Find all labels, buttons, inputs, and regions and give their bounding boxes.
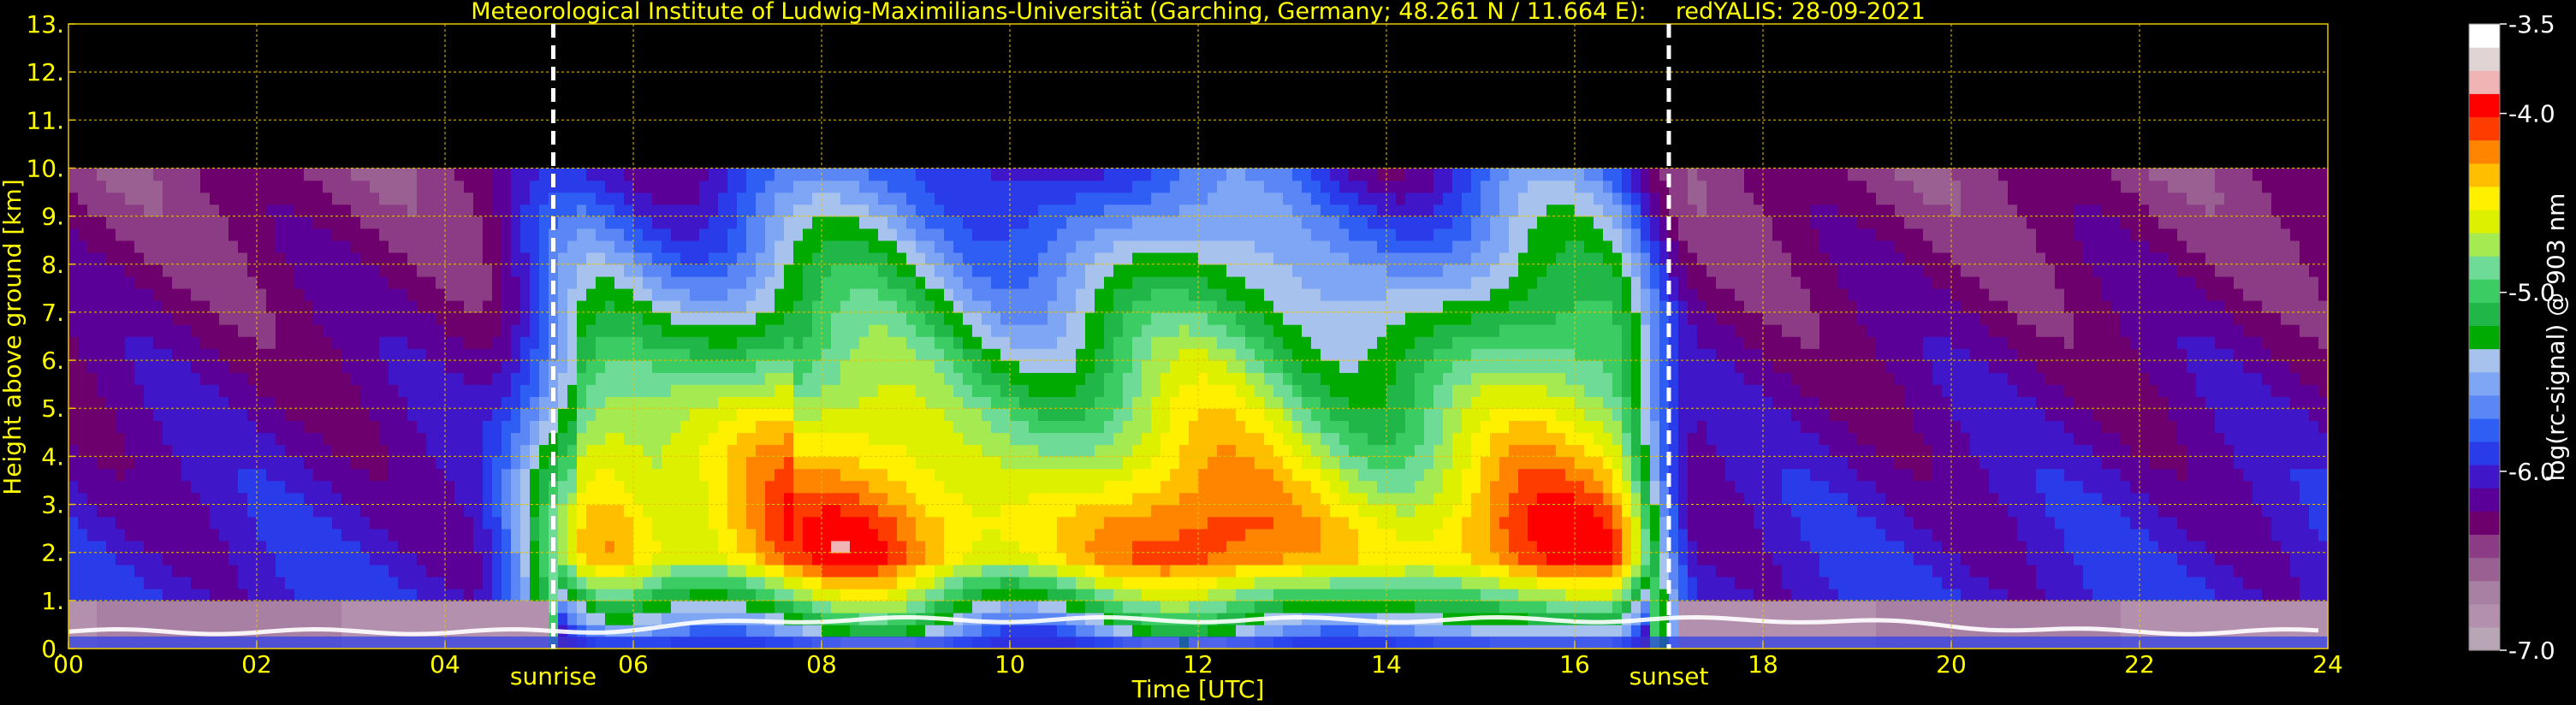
colorbar-frame [2468, 23, 2501, 651]
colorbar-segment [2469, 209, 2500, 234]
colorbar-label: log(rc-signal) @ 903 nm [2542, 193, 2570, 482]
colorbar-segment [2469, 163, 2500, 187]
x-tick-label: 20 [1936, 650, 1967, 678]
y-tick-label: 2. [41, 539, 64, 567]
colorbar-segment [2469, 465, 2500, 489]
colorbar-segment [2469, 371, 2500, 396]
x-axis-label: Time [UTC] [1131, 675, 1265, 703]
colorbar [2468, 23, 2501, 651]
y-tick-label: 3. [41, 491, 64, 519]
colorbar-segment [2469, 348, 2500, 373]
colorbar-segment [2469, 139, 2500, 164]
colorbar-tick-label: -4.0 [2508, 100, 2555, 128]
colorbar-segment [2469, 70, 2500, 94]
x-tick-label: 04 [430, 650, 460, 678]
colorbar-segment [2469, 233, 2500, 257]
colorbar-segment [2469, 302, 2500, 326]
y-tick-label: 10. [26, 154, 64, 182]
y-tick-label: 9. [41, 203, 64, 231]
x-tick-label: 16 [1559, 650, 1590, 678]
colorbar-segment [2469, 256, 2500, 280]
x-tick-label: 24 [2312, 650, 2343, 678]
y-tick-label: 5. [41, 394, 64, 423]
colorbar-segment [2469, 418, 2500, 442]
colorbar-segment [2469, 626, 2500, 651]
colorbar-tick-label: -3.5 [2508, 10, 2555, 39]
colorbar-segment [2469, 24, 2500, 48]
x-tick-label: 10 [994, 650, 1025, 678]
colorbar-segment [2469, 534, 2500, 559]
x-tick-label: 02 [241, 650, 272, 678]
y-tick-label: 8. [41, 251, 64, 279]
y-tick-label: 1. [41, 587, 64, 615]
chart-title: Meteorological Institute of Ludwig-Maxim… [471, 0, 1926, 25]
colorbar-tick-label: -6.0 [2508, 458, 2555, 486]
colorbar-segment [2469, 557, 2500, 582]
y-tick-label: 6. [41, 347, 64, 375]
colorbar-segment [2469, 279, 2500, 303]
x-tick-label: 22 [2124, 650, 2155, 678]
x-tick-label: 12 [1183, 650, 1214, 678]
x-tick-label: 06 [618, 650, 649, 678]
colorbar-segment [2469, 511, 2500, 535]
y-tick-label: 4. [41, 442, 64, 471]
x-ticks: 00 02 04 06 08 10 12 14 16 18 20 22 24 [53, 642, 2343, 678]
colorbar-segment [2469, 488, 2500, 512]
colorbar-segment [2469, 325, 2500, 350]
event-markers: sunrise sunset [510, 24, 1709, 690]
colorbar-segment [2469, 186, 2500, 210]
y-tick-label: 7. [41, 299, 64, 327]
y-tick-label: 11. [26, 106, 64, 134]
colorbar-segment [2469, 603, 2500, 628]
x-tick-label: 00 [53, 650, 84, 678]
y-axis-label: Height above ground [km] [0, 179, 27, 495]
event-label-sunrise: sunrise [510, 662, 597, 690]
colorbar-segment [2469, 580, 2500, 605]
colorbar-tick-label: -5.0 [2508, 279, 2555, 307]
x-tick-label: 08 [806, 650, 837, 678]
colorbar-segment [2469, 93, 2500, 117]
y-tick-label: 0. [41, 635, 64, 663]
y-ticks: 0. 1. 2. 3. 4. 5. 6. 7. 8. 9. 10. 11. 12. 13. [26, 10, 75, 663]
colorbar-segment [2469, 116, 2500, 141]
colorbar-ticks: -7.0 -6.0 -5.0 -4.0 -3.5 [2500, 10, 2555, 665]
x-tick-label: 14 [1371, 650, 1402, 678]
colorbar-segment [2469, 394, 2500, 419]
x-tick-label: 18 [1748, 650, 1778, 678]
backscatter-image [68, 168, 2329, 649]
colorbar-segment [2469, 47, 2500, 71]
event-label-sunset: sunset [1629, 662, 1709, 690]
colorbar-segment [2469, 441, 2500, 465]
y-tick-label: 13. [26, 10, 64, 39]
grid-lines [68, 24, 2328, 649]
colorbar-tick-label: -7.0 [2508, 637, 2555, 665]
y-tick-label: 12. [26, 58, 64, 86]
